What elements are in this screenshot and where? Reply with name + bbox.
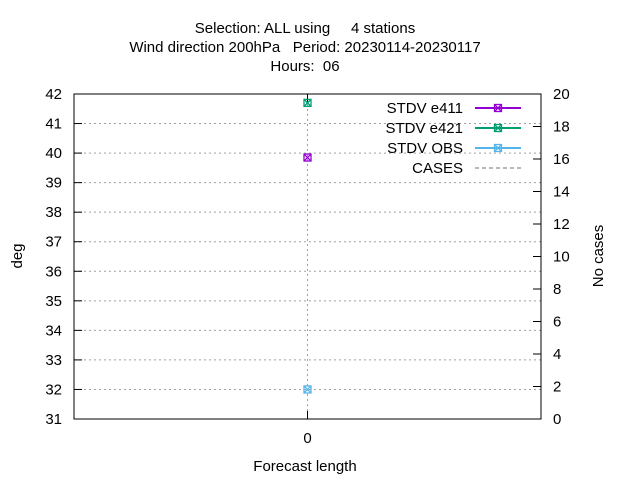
chart-title: Selection: ALL using 4 stations Wind dire… — [129, 20, 480, 75]
y2-tick-label-8: 8 — [553, 281, 561, 298]
title-line-3: Hours: 06 — [270, 58, 339, 75]
y-tick-label-35: 35 — [45, 293, 62, 310]
legend-item-cases: CASES — [412, 160, 521, 177]
legend-label: STDV OBS — [387, 140, 463, 157]
y2-tick-label-20: 20 — [553, 86, 570, 103]
y2-tick-label-18: 18 — [553, 119, 570, 136]
y-tick-label-33: 33 — [45, 352, 62, 369]
y-axis-ticks: 31 32 33 34 35 36 37 38 39 40 41 42 — [45, 86, 82, 428]
y2-tick-label-14: 14 — [553, 184, 570, 201]
x-axis-label: Forecast length — [253, 458, 356, 475]
y-tick-label-40: 40 — [45, 145, 62, 162]
y-tick-label-38: 38 — [45, 204, 62, 221]
y2-tick-label-6: 6 — [553, 314, 561, 331]
x-tick-label-0: 0 — [303, 430, 311, 447]
y-tick-label-42: 42 — [45, 86, 62, 103]
y2-tick-label-4: 4 — [553, 346, 561, 363]
legend-item-stdv-obs: STDV OBS — [387, 140, 521, 157]
y-axis-label: deg — [9, 243, 26, 268]
y2-tick-label-0: 0 — [553, 411, 561, 428]
legend-item-stdv-e411: STDV e411 — [387, 100, 521, 117]
y2-tick-label-2: 2 — [553, 379, 561, 396]
y2-tick-label-12: 12 — [553, 216, 570, 233]
grid — [74, 94, 541, 419]
legend-label: CASES — [412, 160, 463, 177]
point-stdv-e411-0 — [303, 153, 312, 162]
y2-tick-label-10: 10 — [553, 249, 570, 266]
legend-marker — [493, 143, 503, 153]
title-line-2: Wind direction 200hPa Period: 20230114-2… — [129, 39, 480, 56]
y-tick-label-41: 41 — [45, 116, 62, 133]
y2-tick-label-16: 16 — [553, 151, 570, 168]
y-tick-label-31: 31 — [45, 411, 62, 428]
point-stdv-e421-0 — [303, 98, 312, 108]
legend: STDV e411 STDV e421 STDV OBS CASES — [385, 100, 521, 177]
y-tick-label-37: 37 — [45, 234, 62, 251]
title-line-1: Selection: ALL using 4 stations — [195, 20, 415, 37]
y2-axis-ticks: 0 2 4 6 8 10 12 14 16 18 20 — [533, 86, 570, 428]
y-tick-label-36: 36 — [45, 263, 62, 280]
legend-label: STDV e421 — [385, 120, 463, 137]
y2-axis-label: No cases — [590, 225, 607, 288]
legend-item-stdv-e421: STDV e421 — [385, 120, 521, 137]
point-stdv-obs-0 — [303, 385, 312, 394]
legend-label: STDV e411 — [387, 100, 463, 117]
y-tick-label-39: 39 — [45, 175, 62, 192]
y-tick-label-32: 32 — [45, 381, 62, 398]
legend-marker — [493, 103, 503, 113]
legend-marker — [493, 123, 503, 133]
x-axis-ticks: 0 — [303, 94, 312, 447]
y-tick-label-34: 34 — [45, 322, 62, 339]
data-points — [303, 98, 312, 394]
